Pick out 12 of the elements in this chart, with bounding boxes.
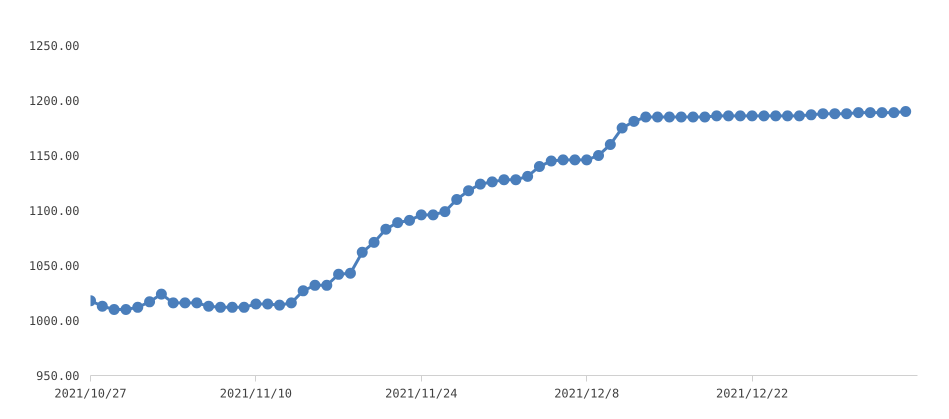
x-tick-label: 2021/10/27 xyxy=(54,386,127,400)
x-tick-label: 2021/12/22 xyxy=(716,386,788,400)
y-tick-label: 1100.00 xyxy=(28,204,80,218)
y-tick-label: 1050.00 xyxy=(28,259,80,273)
y-tick-label: 1000.00 xyxy=(28,314,80,328)
x-tick-label: 2021/11/24 xyxy=(385,386,458,400)
y-tick-label: 950.00 xyxy=(36,369,80,383)
y-tick-label: 1250.00 xyxy=(28,39,80,53)
y-tick-label: 1200.00 xyxy=(28,94,80,108)
x-tick-label: 2021/12/8 xyxy=(554,386,620,400)
x-tick-label: 2021/11/10 xyxy=(220,386,292,400)
y-tick-label: 1150.00 xyxy=(28,149,80,163)
